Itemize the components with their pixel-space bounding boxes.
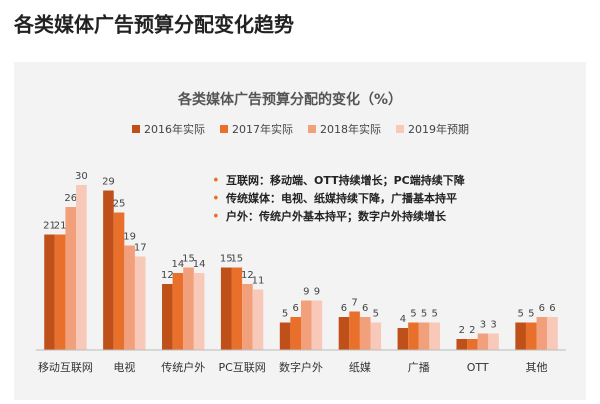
- bar: [220, 267, 232, 350]
- data-label: 12: [241, 270, 254, 281]
- bar: [408, 322, 419, 350]
- bar: [429, 322, 440, 350]
- chart-title: 各类媒体广告预算分配的变化（%）: [177, 91, 402, 108]
- bar: [183, 267, 194, 350]
- legend-label: 2016年实际: [144, 122, 205, 136]
- bar: [113, 212, 125, 350]
- bar: [488, 333, 499, 350]
- data-label: 3: [480, 320, 486, 331]
- bar: [349, 311, 360, 350]
- bar: [477, 333, 489, 350]
- legend-label: 2017年实际: [232, 122, 293, 136]
- data-label: 15: [220, 254, 233, 265]
- legend-label: 2018年实际: [320, 122, 381, 136]
- x-tick-label: PC互联网: [218, 361, 265, 374]
- data-label: 15: [182, 254, 195, 265]
- bar: [456, 339, 468, 350]
- x-tick-label: 广播: [408, 360, 430, 374]
- legend-swatch: [396, 125, 404, 133]
- bar: [547, 317, 558, 350]
- data-label: 17: [134, 243, 147, 254]
- data-label: 11: [252, 276, 265, 287]
- bar: [231, 267, 243, 350]
- legend-label: 2019年预期: [408, 122, 469, 136]
- data-label: 14: [172, 259, 185, 270]
- data-label: 9: [314, 287, 320, 298]
- bar: [515, 322, 526, 350]
- data-label: 5: [373, 309, 379, 320]
- bullet: •: [212, 174, 220, 189]
- bar: [134, 256, 146, 350]
- data-label: 21: [54, 221, 67, 232]
- data-label: 9: [303, 287, 309, 298]
- x-tick-label: OTT: [467, 361, 489, 374]
- x-tick-label: 电视: [113, 360, 135, 374]
- bar: [359, 317, 371, 350]
- bar: [193, 273, 205, 350]
- bar: [290, 317, 301, 350]
- data-label: 26: [64, 193, 77, 204]
- data-label: 5: [431, 309, 437, 320]
- x-tick-label: 传统户外: [161, 360, 205, 374]
- bar: [54, 234, 66, 350]
- bullet: •: [212, 192, 220, 207]
- data-label: 6: [341, 303, 347, 314]
- annotation: 互联网：移动端、OTT持续增长；PC端持续下降: [226, 173, 466, 187]
- bar: [124, 245, 135, 350]
- data-label: 19: [123, 232, 136, 243]
- bar: [311, 300, 323, 350]
- x-tick-label: 数字户外: [279, 360, 323, 374]
- bar: [338, 317, 350, 350]
- bar: [536, 317, 548, 350]
- data-label: 6: [362, 303, 368, 314]
- annotation: 户外：传统户外基本持平；数字户外持续增长: [226, 209, 447, 223]
- data-label: 30: [75, 171, 88, 182]
- bar: [525, 322, 537, 350]
- data-label: 2: [469, 325, 475, 336]
- x-tick-label: 移动互联网: [38, 361, 93, 374]
- bar: [44, 234, 55, 350]
- bar: [76, 185, 87, 350]
- bar: [242, 284, 253, 350]
- annotation: 传统媒体：电视、纸媒持续下降，广播基本持平: [225, 191, 457, 205]
- bullet: •: [212, 210, 220, 225]
- page-title: 各类媒体广告预算分配变化趋势: [13, 13, 294, 37]
- data-label: 14: [193, 259, 206, 270]
- data-label: 29: [102, 177, 115, 188]
- data-label: 5: [421, 309, 427, 320]
- data-label: 5: [410, 309, 416, 320]
- data-label: 21: [43, 221, 56, 232]
- data-label: 15: [230, 254, 243, 265]
- data-label: 4: [400, 314, 406, 325]
- bar: [103, 190, 114, 350]
- legend-swatch: [132, 125, 140, 133]
- x-tick-label: 其他: [526, 361, 548, 374]
- data-label: 25: [113, 199, 126, 210]
- data-label: 7: [351, 298, 357, 309]
- data-label: 5: [517, 309, 523, 320]
- data-label: 6: [293, 303, 299, 314]
- bar: [370, 322, 382, 350]
- data-label: 2: [459, 325, 465, 336]
- legend-swatch: [220, 125, 228, 133]
- data-label: 5: [282, 309, 288, 320]
- data-label: 12: [161, 270, 174, 281]
- bar: [279, 322, 291, 350]
- data-label: 5: [528, 309, 534, 320]
- annotations: • 互联网：移动端、OTT持续增长；PC端持续下降 • 传统媒体：电视、纸媒持续…: [212, 173, 466, 225]
- x-tick-label: 纸媒: [349, 361, 371, 374]
- bar: [418, 322, 430, 350]
- legend-swatch: [308, 125, 316, 133]
- bar: [467, 339, 478, 350]
- data-label: 6: [539, 303, 545, 314]
- bar: [397, 328, 409, 350]
- bar: [252, 289, 264, 350]
- bar: [172, 273, 184, 350]
- bar: [301, 300, 312, 350]
- bar: [162, 284, 173, 350]
- data-label: 6: [549, 303, 555, 314]
- data-label: 3: [490, 320, 496, 331]
- bar: [65, 207, 77, 350]
